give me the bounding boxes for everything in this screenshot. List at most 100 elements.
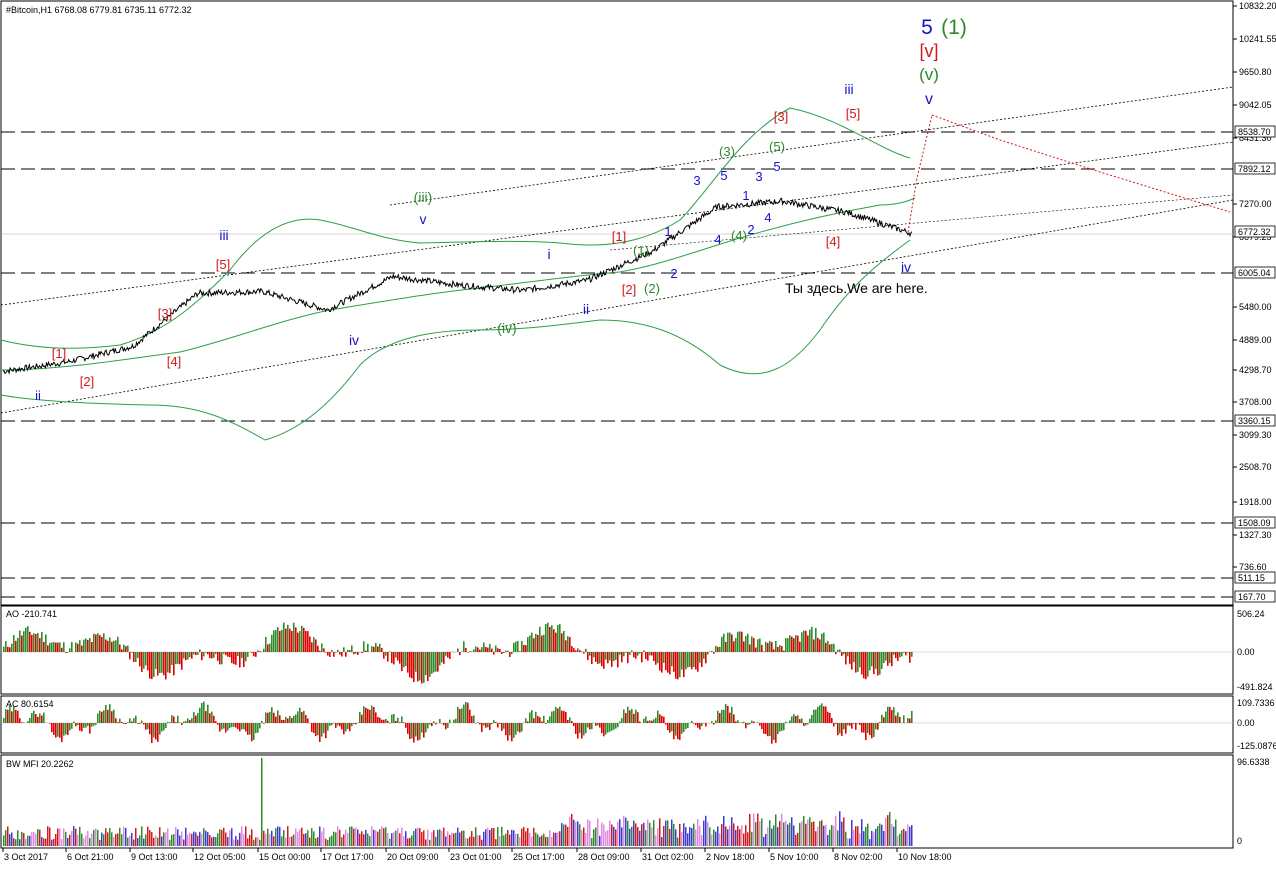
mfi-bar	[211, 837, 213, 846]
ac-bar	[469, 710, 471, 723]
ac-bar	[125, 723, 127, 724]
mfi-bar	[339, 830, 341, 846]
mfi-bar	[839, 811, 841, 846]
ao-bar	[123, 645, 125, 652]
ao-bar	[239, 652, 241, 668]
ac-bar	[77, 723, 79, 725]
ac-bar	[373, 707, 375, 723]
mfi-bar	[753, 813, 755, 846]
mfi-bar	[465, 838, 467, 846]
mfi-bar	[431, 832, 433, 846]
mfi-bar	[45, 839, 47, 846]
mfi-bar	[461, 831, 463, 846]
ao-bar	[185, 652, 187, 660]
ao-bar	[487, 648, 489, 652]
ac-bar	[487, 723, 489, 727]
ac-bar	[463, 705, 465, 723]
ao-bar	[279, 631, 281, 652]
mfi-bar	[65, 832, 67, 846]
ac-bar	[435, 723, 437, 724]
ao-bar	[477, 647, 479, 652]
mfi-bar	[787, 825, 789, 846]
ac-bar	[563, 711, 565, 723]
ac-bar	[305, 715, 307, 723]
ac-bar	[317, 723, 319, 735]
mfi-bar	[689, 827, 691, 846]
ao-bar	[623, 652, 625, 656]
ac-bar	[109, 704, 111, 723]
ac-bar	[619, 721, 621, 723]
ao-bar	[329, 652, 331, 657]
ac-bar	[239, 723, 241, 731]
ao-bar	[125, 646, 127, 652]
ac-bar	[877, 723, 879, 730]
ao-bar	[667, 652, 669, 673]
mfi-bar	[103, 834, 105, 846]
wave-label: iv	[901, 259, 911, 275]
ao-bar	[713, 652, 715, 654]
ao-bar	[493, 652, 495, 655]
mfi-bar	[595, 828, 597, 846]
ao-bar	[817, 638, 819, 652]
mfi-bar	[475, 827, 477, 846]
ao-bar	[835, 652, 837, 654]
ao-bar	[503, 652, 505, 653]
ac-bar	[783, 723, 785, 730]
wave-label: [1]	[612, 229, 626, 244]
mfi-bar	[157, 838, 159, 846]
ac-bar	[247, 723, 249, 735]
ao-bar	[681, 652, 683, 670]
ac-bar	[209, 713, 211, 723]
mfi-bar	[187, 835, 189, 846]
mfi-bar	[565, 825, 567, 846]
ao-bar	[683, 652, 685, 677]
mfi-bar	[303, 834, 305, 846]
ac-bar	[91, 723, 93, 727]
ac-bar	[215, 721, 217, 723]
ao-bar	[705, 652, 707, 663]
ac-bar	[745, 723, 747, 728]
ac-bar	[579, 723, 581, 733]
ao-bar	[247, 652, 249, 657]
ao-bar	[497, 648, 499, 652]
mfi-bar	[417, 827, 419, 846]
mfi-bar	[181, 832, 183, 846]
ac-bar	[145, 723, 147, 730]
mfi-bar	[375, 830, 377, 846]
wave-label: v	[420, 211, 427, 227]
ac-bar	[3, 718, 5, 723]
ac-bar	[107, 710, 109, 723]
ac-bar	[447, 723, 449, 728]
time-axis-label: 28 Oct 09:00	[578, 852, 630, 862]
ac-bar	[517, 723, 519, 731]
ac-bar	[539, 717, 541, 723]
mfi-bar	[151, 832, 153, 846]
ao-bar	[343, 647, 345, 652]
mfi-bar	[203, 828, 205, 846]
ac-bar	[413, 723, 415, 743]
ac-bar	[795, 716, 797, 723]
mfi-bar	[521, 829, 523, 846]
ao-bar	[689, 652, 691, 667]
mfi-bar	[783, 822, 785, 846]
mfi-bar	[767, 827, 769, 846]
mfi-bar	[361, 831, 363, 846]
ao-bar	[155, 652, 157, 669]
ao-bar	[409, 652, 411, 677]
ac-bar	[169, 722, 171, 723]
ac-bar	[75, 723, 77, 726]
ao-bar	[829, 644, 831, 652]
ac-bar	[639, 721, 641, 723]
ao-bar	[827, 641, 829, 652]
mfi-bar	[173, 834, 175, 846]
mfi-bar	[569, 817, 571, 846]
mfi-bar	[669, 829, 671, 846]
wave-label: [1]	[52, 346, 66, 361]
mfi-bar	[813, 822, 815, 846]
mfi-bar	[305, 833, 307, 846]
mfi-bar	[543, 834, 545, 846]
mfi-bar	[171, 835, 173, 846]
price-axis: 10832.2010241.559650.809042.058431.30727…	[1233, 1, 1276, 572]
ao-bar	[79, 640, 81, 652]
mfi-bar	[455, 833, 457, 846]
